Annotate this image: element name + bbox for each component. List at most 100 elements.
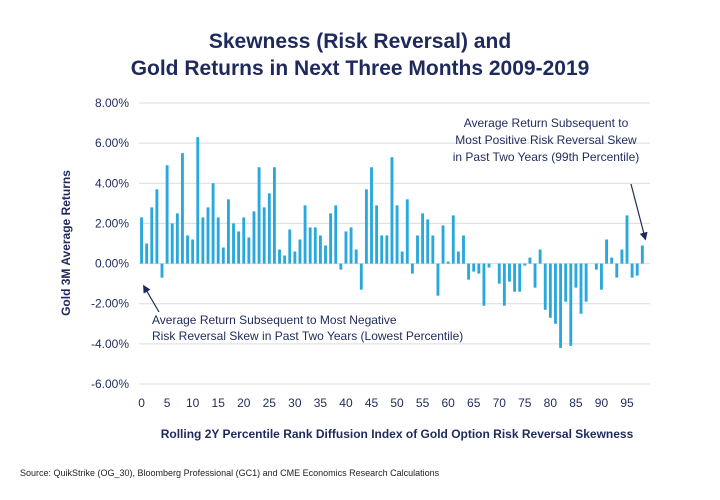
bar: [426, 219, 430, 264]
bar: [416, 235, 419, 264]
y-tick-label: 8.00%: [95, 96, 129, 110]
bar: [513, 263, 517, 292]
bar: [221, 247, 225, 264]
bar: [640, 245, 644, 264]
annotation-line: Average Return Subsequent to Most Negati…: [152, 313, 397, 327]
chart-title-line-1: Skewness (Risk Reversal) and: [208, 30, 512, 53]
bar: [584, 263, 588, 302]
bar: [467, 263, 471, 280]
bar: [206, 207, 210, 264]
bar: [165, 165, 169, 264]
y-tick-label: 6.00%: [95, 136, 129, 150]
bar: [145, 243, 149, 264]
bar: [497, 263, 501, 284]
bar: [502, 263, 506, 306]
bar: [324, 245, 327, 264]
x-tick-label: 65: [467, 396, 481, 410]
bar: [482, 263, 486, 306]
x-tick-label: 0: [138, 396, 145, 410]
bar: [487, 263, 491, 268]
bar: [462, 235, 465, 264]
bar: [625, 215, 629, 264]
bar: [339, 263, 343, 270]
y-tick-label: 0.00%: [95, 257, 129, 271]
bar: [334, 205, 338, 264]
annotation-line: Average Return Subsequent to: [464, 116, 629, 130]
bar: [431, 235, 435, 264]
x-tick-label: 95: [620, 396, 634, 410]
chart-title-line-2: Gold Returns in Next Three Months 2009-2…: [130, 57, 590, 80]
bar: [523, 263, 527, 266]
x-tick-label: 35: [314, 396, 328, 410]
bar: [201, 217, 205, 264]
bar: [364, 189, 368, 264]
x-tick-label: 70: [493, 396, 507, 410]
bar: [293, 251, 297, 264]
bar: [375, 205, 379, 264]
bar: [451, 215, 455, 264]
x-tick-label: 15: [212, 396, 226, 410]
x-axis-label: Rolling 2Y Percentile Rank Diffusion Ind…: [161, 427, 634, 441]
bar: [370, 167, 373, 264]
bar: [574, 263, 578, 288]
x-tick-label: 50: [390, 396, 404, 410]
bar: [216, 217, 220, 264]
bar: [508, 263, 511, 282]
bar: [308, 227, 312, 264]
bar: [262, 207, 266, 264]
x-tick-label: 55: [416, 396, 430, 410]
y-tick-label: 4.00%: [95, 176, 129, 190]
bar: [421, 213, 425, 264]
annotation-line: Most Positive Risk Reversal Skew: [455, 133, 637, 147]
bar: [594, 263, 598, 270]
bar: [395, 205, 399, 264]
bar: [630, 263, 634, 278]
bar: [615, 263, 619, 278]
source-note: Source: QuikStrike (OG_30), Bloomberg Pr…: [20, 468, 440, 478]
bar: [390, 157, 394, 264]
bar: [559, 263, 563, 348]
bar: [354, 249, 358, 264]
x-tick-label: 60: [441, 396, 455, 410]
x-tick-label: 90: [595, 396, 609, 410]
y-tick-label: -4.00%: [91, 337, 129, 351]
x-tick-label: 45: [365, 396, 379, 410]
annotation-arrow-negative: [143, 284, 160, 313]
y-tick-label: -2.00%: [91, 297, 129, 311]
annotation-positive-skew: Average Return Subsequent to Most Positiv…: [453, 116, 640, 164]
bar: [456, 251, 460, 264]
bar: [242, 217, 246, 264]
bar: [600, 263, 603, 290]
bar: [150, 207, 154, 264]
x-tick-label: 25: [263, 396, 277, 410]
bar: [605, 239, 608, 264]
bar: [564, 263, 568, 302]
x-tick-label: 80: [544, 396, 558, 410]
bar: [538, 249, 542, 264]
bar: [380, 235, 384, 264]
bar: [477, 263, 481, 274]
bar: [472, 263, 476, 272]
bar: [533, 263, 537, 288]
bar: [359, 263, 363, 290]
bar: [226, 199, 230, 264]
bar: [247, 237, 251, 264]
bar: [528, 257, 532, 264]
bar: [610, 257, 614, 264]
bar: [554, 263, 557, 324]
y-tick-label: 2.00%: [95, 216, 129, 230]
bar: [446, 261, 450, 264]
bar: [232, 223, 235, 264]
bar: [329, 213, 333, 264]
x-tick-label: 5: [164, 396, 171, 410]
annotation-negative-skew: Average Return Subsequent to Most Negati…: [152, 313, 463, 343]
x-tick-label: 10: [186, 396, 200, 410]
bar: [318, 235, 322, 264]
bar: [283, 255, 287, 264]
bar: [400, 251, 404, 264]
bar: [170, 223, 174, 264]
bar: [303, 205, 307, 264]
x-tick-label: 75: [518, 396, 532, 410]
bar: [436, 263, 440, 296]
